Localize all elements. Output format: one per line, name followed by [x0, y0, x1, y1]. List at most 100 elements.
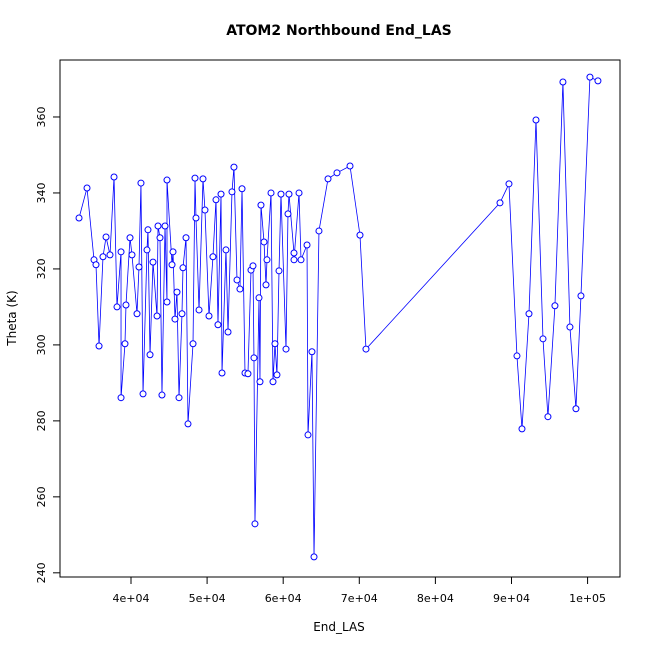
point	[295, 189, 303, 197]
point	[273, 371, 281, 379]
y-tick-label: 260	[35, 486, 48, 507]
point	[156, 234, 164, 242]
point	[214, 321, 222, 329]
point	[161, 222, 169, 230]
point	[233, 276, 241, 284]
point	[238, 185, 246, 193]
point	[179, 264, 187, 272]
point	[230, 163, 238, 171]
point	[182, 234, 190, 242]
point	[303, 241, 311, 249]
point	[212, 196, 220, 204]
y-axis-label: Theta (K)	[5, 290, 19, 346]
point	[505, 180, 513, 188]
point	[102, 233, 110, 241]
point	[290, 256, 298, 264]
point	[139, 390, 147, 398]
y-tick-label: 280	[35, 410, 48, 431]
point	[149, 258, 157, 266]
point	[362, 345, 370, 353]
point	[275, 267, 283, 275]
point	[143, 246, 151, 254]
y-tick-label: 320	[35, 258, 48, 279]
point	[135, 263, 143, 271]
point	[133, 310, 141, 318]
x-tick-label: 9e+04	[493, 592, 530, 605]
point	[178, 310, 186, 318]
point	[137, 179, 145, 187]
point	[201, 206, 209, 214]
point	[117, 248, 125, 256]
point	[271, 340, 279, 348]
point	[577, 292, 585, 300]
point	[110, 173, 118, 181]
point	[222, 246, 230, 254]
point	[290, 249, 298, 257]
point	[189, 340, 197, 348]
point	[255, 294, 263, 302]
point	[525, 310, 533, 318]
plot-box	[59, 59, 621, 578]
point	[496, 199, 504, 207]
point	[284, 210, 292, 218]
point	[99, 253, 107, 261]
point	[153, 312, 161, 320]
x-tick-label: 6e+04	[265, 592, 302, 605]
x-tick-label: 1e+05	[569, 592, 606, 605]
point	[184, 420, 192, 428]
point	[244, 370, 252, 378]
y-tick-label: 240	[35, 562, 48, 583]
x-axis-label: End_LAS	[313, 620, 365, 634]
point	[566, 323, 574, 331]
point	[251, 520, 259, 528]
point	[532, 116, 540, 124]
point	[249, 262, 257, 270]
point	[513, 352, 521, 360]
x-tick-label: 8e+04	[417, 592, 454, 605]
point	[128, 251, 136, 259]
point	[144, 226, 152, 234]
point	[356, 231, 364, 239]
point	[171, 315, 179, 323]
point	[260, 238, 268, 246]
point	[250, 354, 258, 362]
point	[310, 553, 318, 561]
point	[146, 351, 154, 359]
point	[267, 189, 275, 197]
point	[572, 405, 580, 413]
point	[192, 214, 200, 222]
point	[539, 335, 547, 343]
point	[83, 184, 91, 192]
point	[308, 348, 316, 356]
point	[126, 234, 134, 242]
point	[205, 312, 213, 320]
point	[122, 301, 130, 309]
point	[218, 369, 226, 377]
point	[236, 285, 244, 293]
point	[106, 251, 114, 259]
point	[228, 188, 236, 196]
point	[175, 394, 183, 402]
point	[92, 261, 100, 269]
point	[324, 175, 332, 183]
point	[282, 345, 290, 353]
point	[559, 78, 567, 86]
point	[262, 281, 270, 289]
x-tick-label: 7e+04	[341, 592, 378, 605]
point	[224, 328, 232, 336]
point	[551, 302, 559, 310]
point	[346, 162, 354, 170]
point	[163, 176, 171, 184]
point	[518, 425, 526, 433]
point	[277, 190, 285, 198]
point	[154, 222, 162, 230]
chart-title: ATOM2 Northbound End_LAS	[226, 23, 452, 39]
y-tick-label: 300	[35, 334, 48, 355]
point	[169, 248, 177, 256]
point	[269, 378, 277, 386]
y-tick-label: 360	[35, 106, 48, 127]
point	[209, 253, 217, 261]
point	[75, 214, 83, 222]
